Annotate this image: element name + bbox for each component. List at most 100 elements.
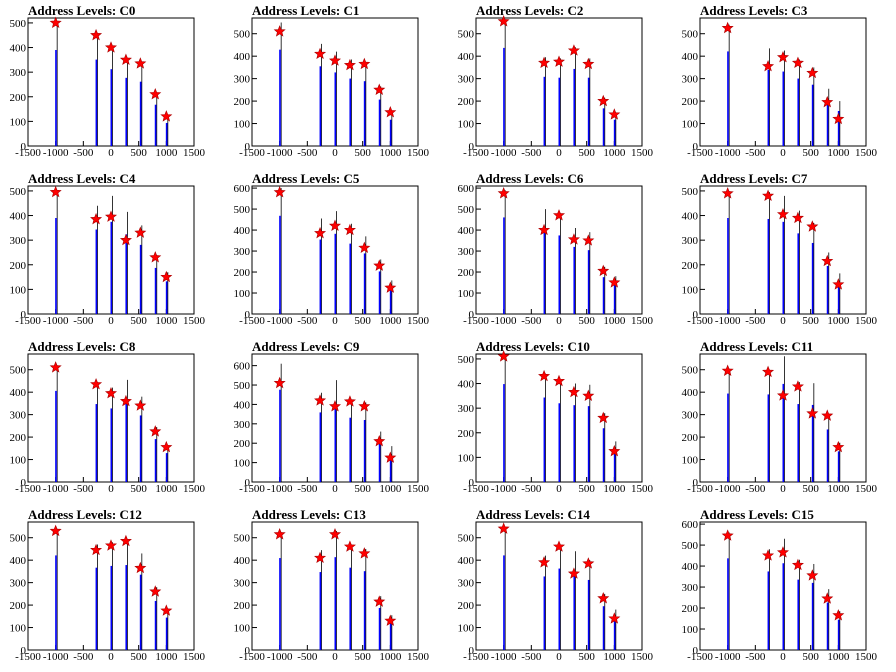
star-marker [160, 270, 173, 283]
x-tick-label: -1500 [463, 483, 489, 495]
x-tick-label: -1500 [15, 147, 41, 159]
star-marker [608, 612, 621, 624]
chart-title: Address Levels: C1 [252, 3, 359, 18]
x-tick-label: -1500 [687, 147, 713, 159]
histogram-bin [767, 571, 770, 650]
x-tick-label: -500 [521, 651, 542, 663]
star-marker [538, 556, 551, 568]
x-tick-label: 1500 [855, 483, 878, 495]
x-tick-label: -1000 [491, 651, 517, 663]
x-tick-label: 1500 [183, 483, 206, 495]
y-tick-label: 500 [682, 29, 699, 41]
chart-title: Address Levels: C11 [700, 339, 813, 354]
x-tick-label: -500 [73, 483, 94, 495]
histogram-bin [543, 576, 546, 650]
x-tick-label: 500 [802, 147, 819, 159]
y-tick-label: 300 [234, 246, 251, 258]
star-marker [343, 540, 356, 552]
star-marker [384, 614, 397, 626]
histogram-bin [110, 565, 113, 650]
histogram-bin [154, 267, 157, 314]
x-tick-label: -500 [297, 315, 318, 327]
star-marker [358, 547, 371, 559]
histogram-bin [602, 108, 605, 146]
chart-title: Address Levels: C14 [476, 507, 590, 522]
histogram-bin [279, 558, 281, 650]
star-marker [160, 440, 173, 453]
y-tick-label: 500 [234, 533, 251, 545]
y-tick-label: 0 [469, 477, 475, 489]
histogram-bin [811, 582, 814, 650]
star-marker [134, 226, 147, 238]
y-tick-label: 500 [10, 533, 27, 545]
star-marker [776, 50, 790, 63]
star-marker [567, 44, 580, 56]
histogram-bin [811, 242, 814, 314]
histogram-bin [826, 266, 829, 314]
histogram-bin [349, 417, 352, 482]
histogram-bin [767, 69, 770, 146]
x-tick-label: -1500 [687, 315, 713, 327]
histogram-bin [602, 277, 605, 314]
x-tick-label: 1000 [379, 147, 402, 159]
histogram-bin [573, 68, 576, 146]
y-tick-label: 100 [682, 624, 699, 636]
star-marker [134, 57, 147, 69]
x-tick-label: 500 [130, 315, 147, 327]
x-tick-label: -1000 [491, 315, 517, 327]
star-marker [90, 28, 103, 41]
star-marker [90, 378, 103, 390]
star-marker [119, 233, 132, 246]
histogram-bin [378, 442, 381, 482]
star-marker [597, 94, 610, 107]
chart-title: Address Levels: C12 [28, 507, 142, 522]
star-marker [358, 400, 371, 412]
y-tick-label: 400 [682, 51, 699, 63]
histogram-bin [110, 408, 113, 482]
star-marker [608, 276, 621, 288]
star-marker [273, 185, 286, 198]
star-marker [821, 254, 834, 267]
histogram-bin [503, 384, 505, 482]
y-tick-label: 100 [234, 288, 251, 300]
y-tick-label: 0 [693, 645, 699, 657]
star-marker [358, 241, 371, 254]
histogram-bin [349, 567, 352, 650]
histogram-bin [363, 571, 366, 650]
histogram-bin [363, 253, 366, 314]
histogram-bin [125, 565, 128, 650]
x-tick-label: -1500 [463, 147, 489, 159]
star-marker [582, 234, 595, 246]
histogram-bin [363, 81, 366, 146]
histogram-bin [587, 250, 590, 314]
star-marker [160, 604, 173, 616]
star-marker [160, 110, 173, 122]
histogram-bin [55, 218, 57, 314]
histogram-bin [587, 77, 590, 146]
y-tick-label: 200 [458, 96, 475, 108]
histogram-bin [811, 404, 814, 482]
histogram-bin [543, 76, 546, 146]
star-marker [149, 87, 162, 100]
x-tick-label: 1000 [603, 483, 626, 495]
histogram-bin [154, 439, 157, 482]
x-tick-label: -1000 [43, 147, 69, 159]
histogram-bin [782, 221, 785, 314]
y-tick-label: 600 [458, 183, 475, 195]
chart-panel: Address Levels: C9 0 100 200 300 400 500 600 -15… [234, 339, 430, 495]
y-tick-label: 200 [458, 428, 475, 440]
star-marker [49, 524, 62, 537]
y-tick-label: 100 [10, 623, 27, 635]
x-tick-label: -1500 [687, 651, 713, 663]
x-tick-label: -500 [297, 483, 318, 495]
chart-panel: Address Levels: C70100200300400500-1500-… [682, 171, 878, 327]
histogram-bin [389, 622, 392, 650]
x-tick-label: -500 [73, 651, 94, 663]
chart-title: Address Levels: C5 [252, 171, 360, 186]
chart-title: Address Levels: C4 [28, 171, 136, 186]
y-tick-label: 0 [21, 645, 27, 657]
x-tick-label: 1500 [631, 651, 654, 663]
star-marker [497, 15, 510, 27]
histogram-bin [389, 119, 392, 146]
x-tick-label: -1500 [239, 483, 265, 495]
